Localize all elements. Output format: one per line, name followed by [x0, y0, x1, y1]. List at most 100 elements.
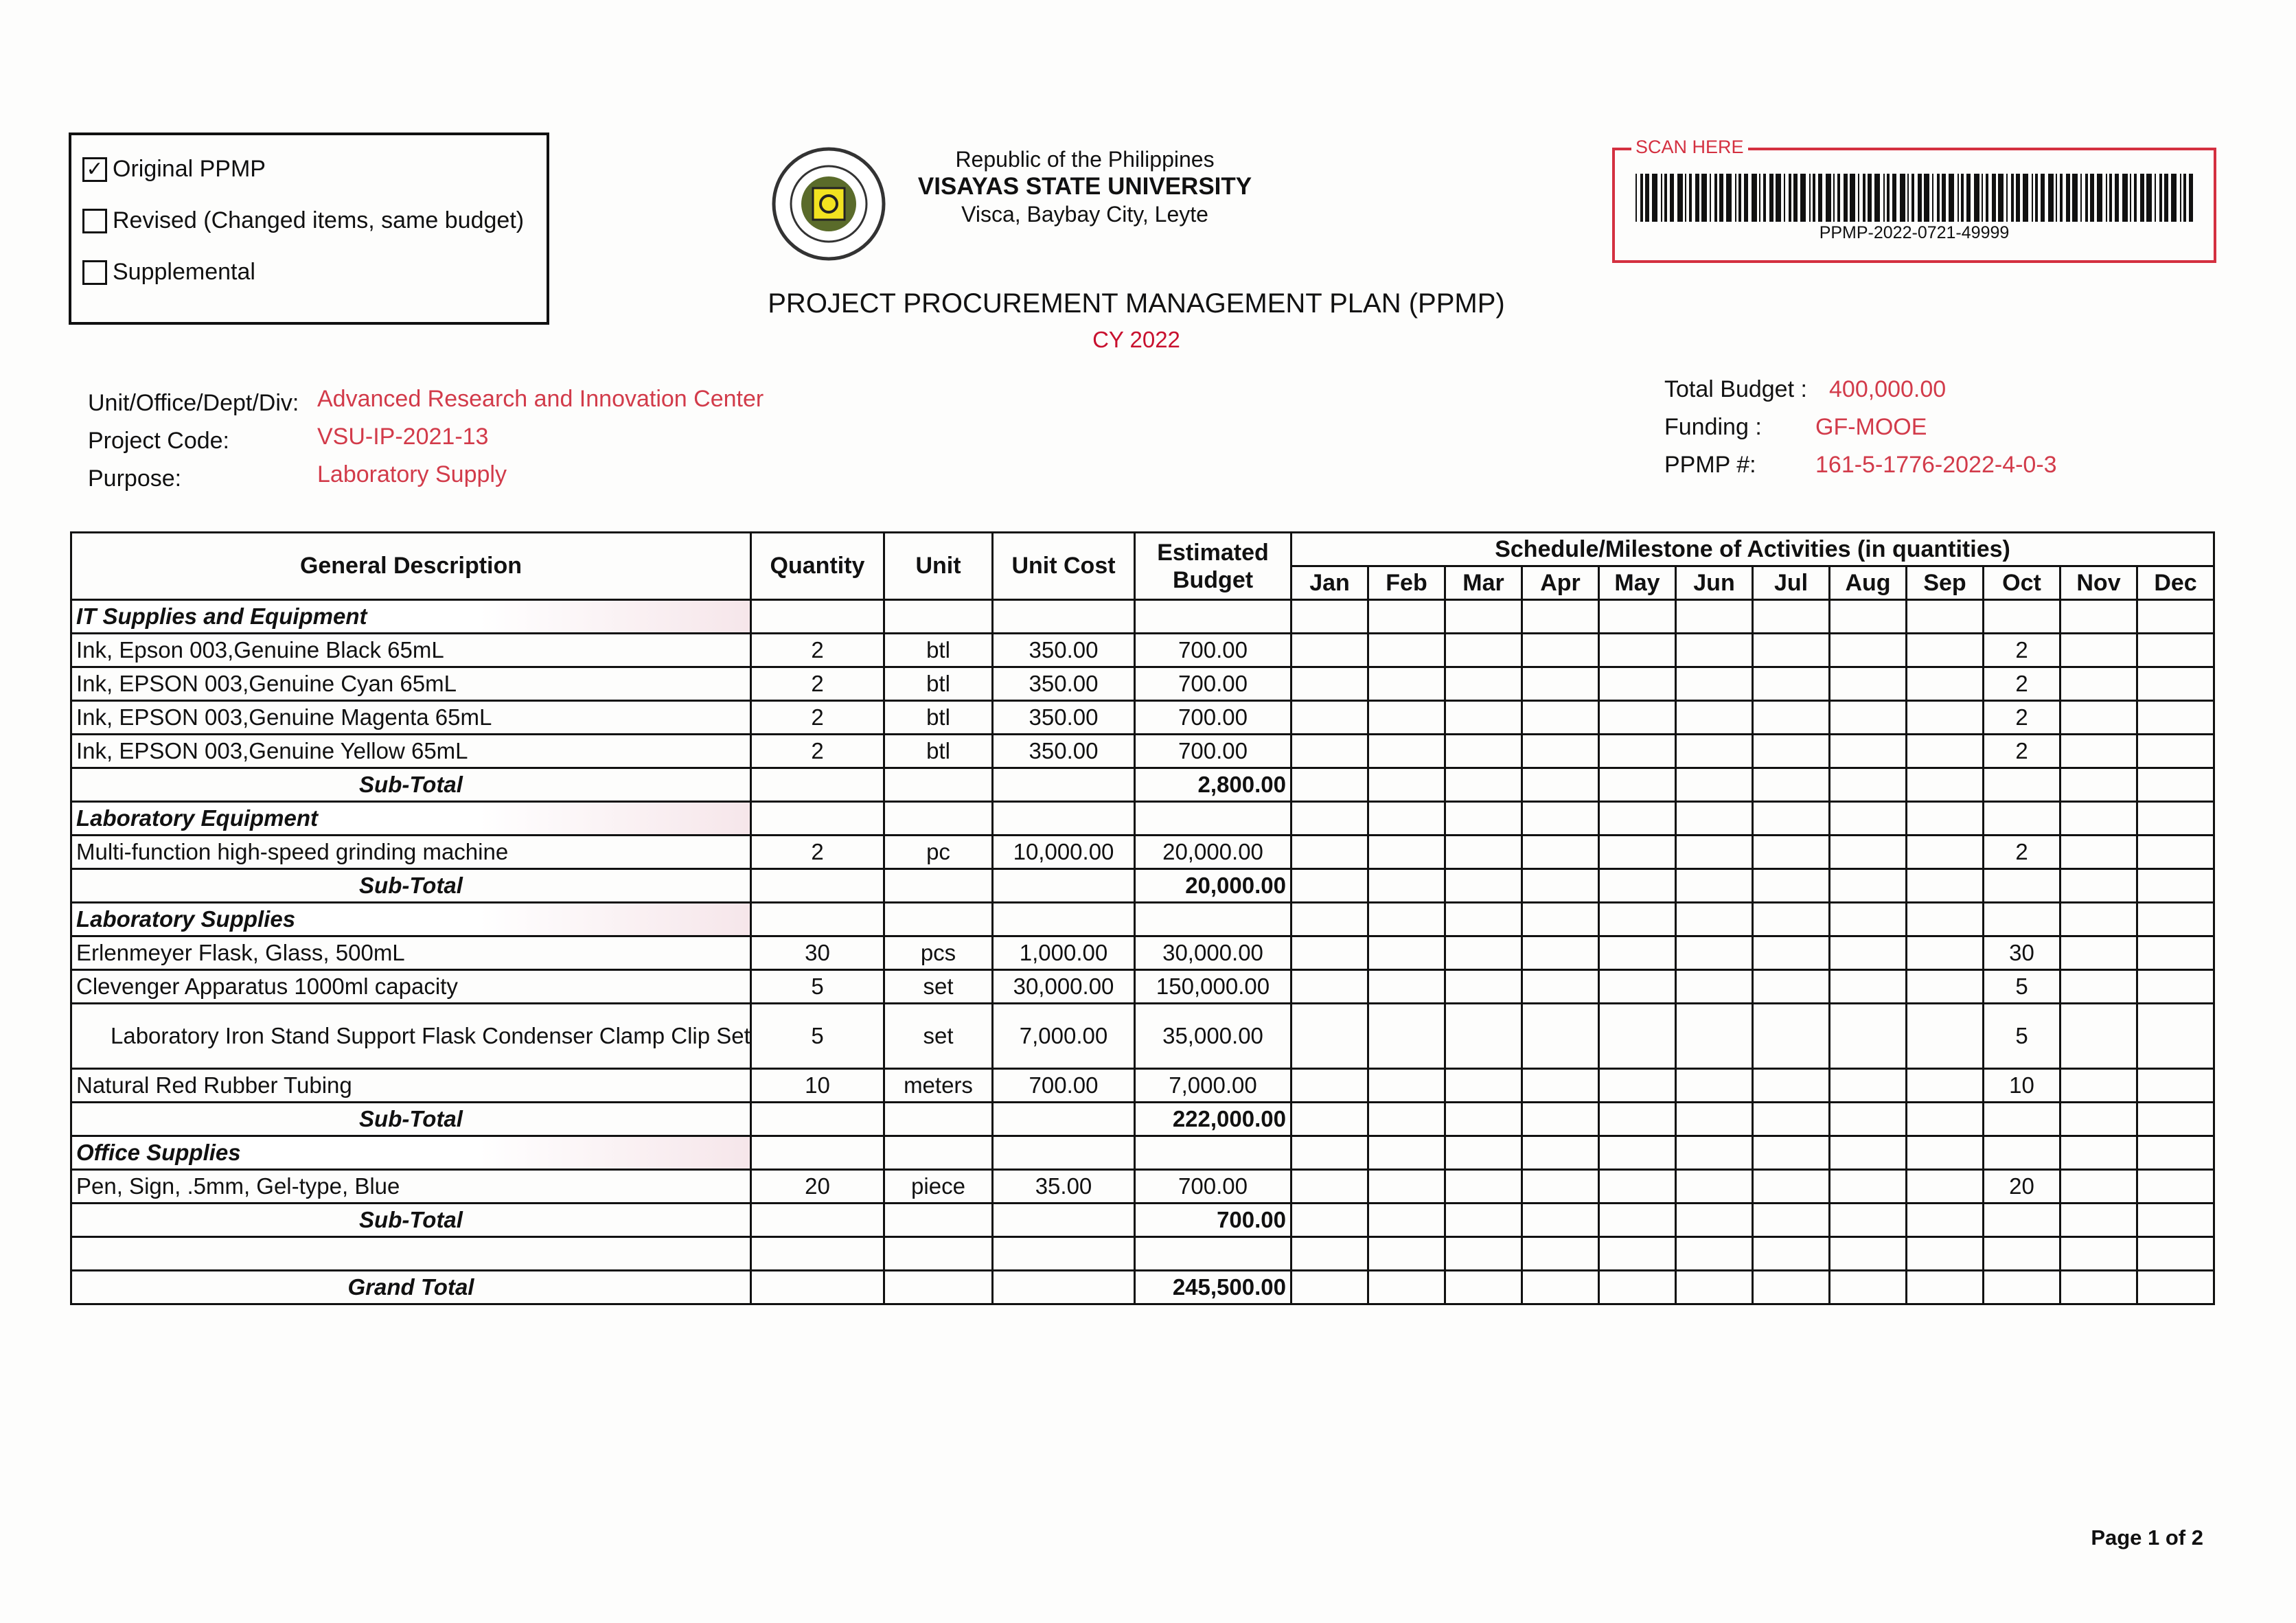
info-value: Advanced Research and Innovation Center	[317, 386, 764, 412]
schedule-cell	[1367, 700, 1446, 735]
info-label: Funding :	[1664, 414, 1762, 440]
schedule-cell	[1752, 801, 1830, 836]
schedule-cell: 10	[1982, 1068, 2061, 1103]
schedule-cell	[1290, 1002, 1369, 1070]
schedule-cell	[1598, 599, 1677, 634]
barcode-bar	[2189, 174, 2193, 222]
checkbox-checked-icon[interactable]: ✓	[82, 157, 107, 182]
barcode-bar	[1924, 174, 1929, 222]
schedule-cell	[1752, 969, 1830, 1004]
item-unit-cost: 35.00	[991, 1169, 1136, 1204]
schedule-cell	[2135, 632, 2216, 668]
item-unit: meters	[883, 1068, 994, 1103]
subtotal-row: Sub-Total 20,000.00	[70, 868, 2216, 903]
schedule-cell	[1444, 935, 1523, 971]
schedule-cell: 5	[1982, 969, 2061, 1004]
schedule-cell	[1905, 632, 1984, 668]
barcode-bar	[1635, 174, 1637, 222]
barcode-bar	[1769, 174, 1773, 222]
schedule-cell	[1367, 1101, 1446, 1137]
item-unit: set	[883, 969, 994, 1004]
plan-type-label: Revised (Changed items, same budget)	[113, 207, 525, 233]
item-unit-cost: 350.00	[991, 733, 1136, 769]
schedule-cell	[1444, 801, 1523, 836]
barcode-bar	[1813, 174, 1815, 222]
item-unit-cost: 700.00	[991, 1068, 1136, 1103]
grand-total-row: Grand Total 245,500.00	[70, 1269, 2216, 1305]
schedule-cell	[1598, 1202, 1677, 1238]
schedule-cell	[1828, 901, 1907, 937]
schedule-cell	[2135, 1269, 2216, 1305]
month-header-dec: Dec	[2135, 565, 2216, 601]
schedule-cell	[2059, 834, 2138, 870]
empty-cell	[750, 801, 885, 836]
barcode-bar	[2090, 174, 2094, 222]
schedule-cell	[1598, 935, 1677, 971]
empty-cell	[1134, 901, 1292, 937]
plan-type-option[interactable]: ✓ Original PPMP	[82, 156, 266, 183]
schedule-cell	[2135, 868, 2216, 903]
schedule-cell	[1675, 1202, 1754, 1238]
schedule-cell	[1521, 700, 1600, 735]
schedule-cell	[1444, 1202, 1523, 1238]
info-label: PPMP #:	[1664, 452, 1756, 478]
schedule-cell	[2135, 1068, 2216, 1103]
schedule-cell	[1521, 599, 1600, 634]
item-unit: pc	[883, 834, 994, 870]
empty-cell	[750, 1202, 885, 1238]
schedule-cell	[1828, 834, 1907, 870]
schedule-cell	[1675, 1135, 1754, 1171]
header-schedule: Schedule/Milestone of Activities (in qua…	[1289, 531, 2216, 567]
checkbox-icon[interactable]	[82, 208, 107, 233]
barcode-bar	[1710, 174, 1711, 222]
schedule-cell	[1905, 1068, 1984, 1103]
schedule-cell	[1598, 1269, 1677, 1305]
empty-cell	[883, 801, 994, 836]
scan-label: SCAN HERE	[1631, 137, 1748, 158]
item-unit-cost: 1,000.00	[991, 935, 1136, 971]
barcode-bar	[2171, 174, 2177, 222]
schedule-cell	[1598, 733, 1677, 769]
empty-cell	[70, 1236, 752, 1271]
schedule-cell	[1828, 767, 1907, 803]
schedule-cell	[1290, 901, 1369, 937]
schedule-cell	[1752, 1002, 1830, 1070]
schedule-cell	[1367, 1068, 1446, 1103]
barcode-bar	[1664, 174, 1667, 222]
schedule-cell	[1905, 1169, 1984, 1204]
schedule-cell	[1675, 599, 1754, 634]
schedule-cell	[1675, 733, 1754, 769]
schedule-cell	[2059, 935, 2138, 971]
schedule-cell	[1828, 599, 1907, 634]
barcode-bar	[1809, 174, 1811, 222]
schedule-cell	[1290, 1269, 1369, 1305]
barcode-bar	[2056, 174, 2057, 222]
schedule-cell	[1752, 632, 1830, 668]
schedule-cell	[1828, 700, 1907, 735]
barcode-bar	[2035, 174, 2038, 222]
plan-type-option[interactable]: Supplemental	[82, 259, 255, 286]
empty-cell	[991, 599, 1136, 634]
schedule-cell	[1675, 969, 1754, 1004]
schedule-cell	[1521, 901, 1600, 937]
barcode-bar	[1661, 174, 1662, 222]
schedule-cell	[2135, 1169, 2216, 1204]
schedule-cell	[2059, 801, 2138, 836]
schedule-cell	[1982, 1135, 2061, 1171]
item-quantity: 5	[750, 1002, 885, 1070]
table-row: Pen, Sign, .5mm, Gel-type, Blue 20 piece 35…	[70, 1169, 2216, 1204]
barcode-bar	[1752, 174, 1757, 222]
schedule-cell: 2	[1982, 700, 2061, 735]
schedule-cell	[2059, 1202, 2138, 1238]
plan-type-option[interactable]: Revised (Changed items, same budget)	[82, 207, 524, 234]
month-header-sep: Sep	[1905, 565, 1984, 601]
schedule-cell	[1982, 1269, 2061, 1305]
schedule-cell	[1598, 1068, 1677, 1103]
schedule-cell	[1752, 666, 1830, 702]
empty-cell	[991, 868, 1136, 903]
item-budget: 150,000.00	[1134, 969, 1292, 1004]
schedule-cell	[1752, 901, 1830, 937]
schedule-cell: 20	[1982, 1169, 2061, 1204]
checkbox-icon[interactable]	[82, 260, 107, 285]
schedule-cell	[1367, 666, 1446, 702]
